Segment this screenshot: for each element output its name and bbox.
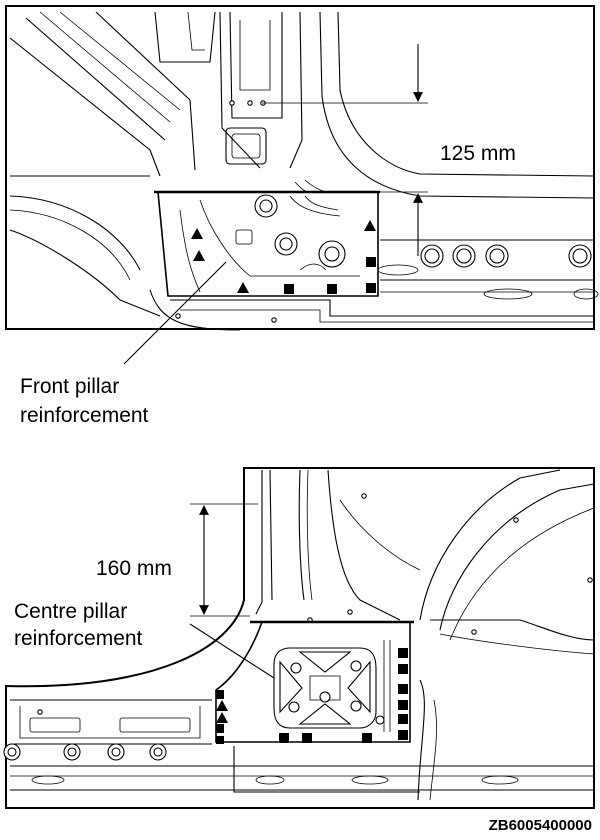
weld-square [279,733,289,743]
weld-square [398,714,408,724]
dimension-125: 125 mm [262,44,516,256]
rocker-holes-top [420,244,592,268]
weld-square [398,700,408,710]
weld-triangle [193,250,205,261]
centre-pillar-label-line1: Centre pillar [14,600,127,623]
front-pillar-label-line1: Front pillar [20,375,119,398]
weld-triangle [364,220,376,231]
weld-square [302,733,312,743]
weld-triangle [216,700,228,711]
rocker-holes-bottom [3,743,167,761]
figure-code: ZB6005400000 [489,817,592,834]
weld-triangle [216,712,228,723]
weld-square [216,724,224,733]
weld-square [362,733,372,743]
front-pillar-leader [123,261,227,365]
weld-square [366,257,376,267]
centre-pillar-label-line2: reinforcement [14,627,143,650]
front-pillar-body-lines [9,11,599,331]
centre-pillar-panel-details [273,640,391,732]
front-pillar-panel-details [179,194,360,293]
weld-square [398,648,408,658]
weld-square [327,284,337,294]
weld-triangle [191,228,203,239]
weld-square [398,664,408,674]
centre-pillar-view: 160 mm Centre pillar reinforcement [3,467,595,809]
top-view-frame [5,5,595,330]
dimension-label-125: 125 mm [440,142,516,165]
dimension-160: 160 mm [96,503,258,617]
dimension-label-160: 160 mm [96,557,172,580]
weld-square [216,736,224,744]
weld-triangle [237,282,249,293]
centre-pillar-leader [189,623,275,679]
bottom-view-frame [5,467,595,809]
weld-square [366,283,376,293]
front-pillar-view: 125 mm [5,5,599,365]
weld-square [284,284,294,294]
weld-square [398,684,408,694]
centre-pillar-weld-marks [216,648,408,744]
weld-square [216,690,224,699]
front-pillar-weld-marks [191,220,376,294]
centre-pillar-reinforcement-panel [215,621,411,743]
weld-square [398,730,408,740]
front-pillar-label-line2: reinforcement [20,404,149,427]
